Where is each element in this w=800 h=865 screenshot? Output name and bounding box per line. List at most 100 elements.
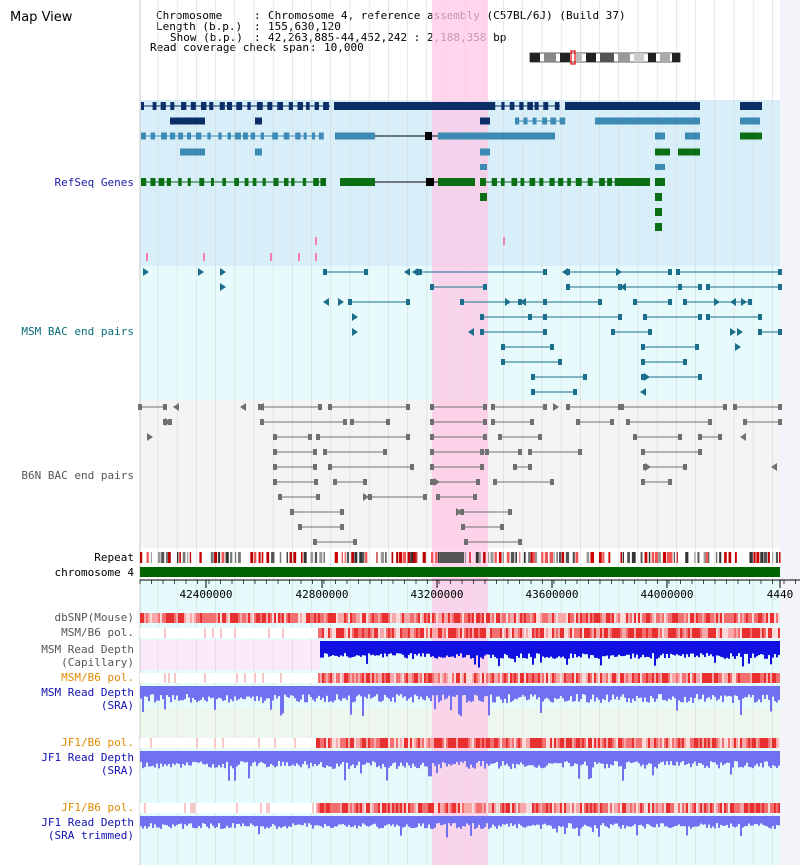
jf1-sra-trimmed-depth-bar [638, 816, 640, 826]
jf1-sra-depth-bar [510, 751, 512, 769]
label-msm-b6-pol-1[interactable]: MSM/B6 pol. [61, 626, 134, 639]
jf1-b6-pol-cell [540, 738, 542, 748]
jf1-sra-depth-bar [152, 751, 154, 766]
msm-sra-depth-bar [578, 686, 580, 702]
b6n-bac-track[interactable] [138, 403, 782, 545]
msm-sra-depth-bar [668, 686, 670, 699]
jf1-b6-pol-cell [436, 738, 438, 748]
jf1-sra-depth-bar [332, 751, 334, 769]
jf1-sra-trimmed-depth-bar [448, 816, 450, 824]
msm-capillary-depth-bar [652, 641, 654, 654]
jf1-sra-trimmed-depth-bar [482, 816, 484, 829]
label-jf1-depth-sra-1[interactable]: JF1 Read Depth [41, 751, 134, 764]
jf1-b6-pol-cell [216, 738, 218, 748]
jf1-b6-pol-2-cell [698, 803, 700, 813]
repeat-track[interactable] [140, 552, 781, 563]
msm-bac-track[interactable] [143, 268, 782, 396]
jf1-b6-pol-cell [428, 738, 430, 748]
msm-sra-depth-bar [360, 686, 362, 697]
dbsnp-cell [460, 613, 462, 623]
label-b6n-bac[interactable]: B6N BAC end pairs [21, 469, 134, 482]
gene-row1-exon [152, 102, 157, 110]
msm-sra-depth-bar [270, 686, 272, 710]
b6n-bac-pair-end [298, 524, 302, 530]
read-depth-tracks[interactable] [140, 641, 780, 838]
b6n-bac-pair-end [641, 479, 645, 485]
dbsnp-cell [712, 613, 714, 623]
jf1-sra-trimmed-depth-bar [384, 816, 386, 826]
jf1-sra-depth-bar [366, 751, 368, 763]
jf1-b6-pol-cell [670, 738, 672, 748]
jf1-sra-depth-bar [236, 751, 238, 767]
msm-b6-pol-2-cell [140, 673, 142, 683]
msm-b6-pol-cell [260, 628, 262, 638]
label-jf1-b6-pol-2[interactable]: JF1/B6 pol. [61, 801, 134, 814]
msm-b6-pol-cell [156, 628, 158, 638]
msm-sra-depth-bar [660, 686, 662, 695]
msm-sra-depth-bar [536, 686, 538, 700]
label-msm-bac[interactable]: MSM BAC end pairs [21, 325, 134, 338]
label-dbsnp[interactable]: dbSNP(Mouse) [54, 611, 134, 624]
msm-b6-pol-cell [704, 628, 706, 638]
chromosome-ideogram[interactable] [529, 50, 681, 65]
msm-b6-pol-2-cell [746, 673, 748, 683]
msm-sra-depth-bar [244, 686, 246, 700]
label-repeat[interactable]: Repeat [94, 551, 134, 564]
jf1-b6-pol-2-cell [370, 803, 372, 813]
jf1-sra-trimmed-depth-bar [676, 816, 678, 826]
jf1-sra-depth-bar [502, 751, 504, 762]
polymorphism-tracks[interactable] [140, 613, 780, 813]
dbsnp-cell [374, 613, 376, 623]
label-msm-b6-pol-2[interactable]: MSM/B6 pol. [61, 671, 134, 684]
jf1-b6-pol-cell [686, 738, 688, 748]
b6n-bac-pair-end [353, 539, 357, 545]
msm-capillary-depth-bar [348, 641, 350, 658]
msm-b6-pol-2-cell [266, 673, 268, 683]
msm-b6-pol-cell [450, 628, 452, 638]
jf1-b6-pol-2-cell [198, 803, 200, 813]
jf1-sra-depth-bar [466, 751, 468, 767]
msm-sra-depth-bar [490, 686, 492, 695]
msm-sra-depth-bar [598, 686, 600, 700]
jf1-b6-pol-cell [218, 738, 220, 748]
msm-b6-pol-2-cell [744, 673, 746, 683]
msm-bac-pair-end [543, 269, 547, 275]
msm-sra-depth-bar [388, 686, 390, 699]
msm-sra-depth-bar [170, 686, 172, 703]
msm-capillary-depth-bar [670, 641, 672, 654]
jf1-b6-pol-cell [774, 738, 776, 748]
jf1-sra-depth-bar [578, 751, 580, 779]
jf1-b6-pol-cell [582, 738, 584, 748]
jf1-b6-pol-2-cell [310, 803, 312, 813]
repeat-element [561, 552, 565, 563]
msm-bac-pair-end [698, 314, 702, 320]
dbsnp-cell [302, 613, 304, 623]
jf1-b6-pol-2-cell [566, 803, 568, 813]
dbsnp-cell [238, 613, 240, 623]
label-refseq-genes[interactable]: RefSeq Genes [54, 176, 134, 189]
label-jf1-depth-trim-1[interactable]: JF1 Read Depth [41, 816, 134, 829]
label-msm-depth-cap-1[interactable]: MSM Read Depth [41, 643, 134, 656]
refseq-genes-track[interactable] [141, 102, 762, 261]
msm-b6-pol-cell [164, 628, 166, 638]
gene-row6b-exon [558, 178, 564, 186]
highlight-region[interactable] [432, 0, 488, 865]
dbsnp-cell [216, 613, 218, 623]
msm-b6-pol-cell [758, 628, 760, 638]
repeat-element [323, 552, 325, 563]
jf1-sra-depth-bar [406, 751, 408, 763]
dbsnp-cell [692, 613, 694, 623]
b6n-bac-pair-end [491, 419, 495, 425]
msm-b6-pol-2-cell [652, 673, 654, 683]
msm-sra-depth-bar [518, 686, 520, 698]
label-jf1-b6-pol-1[interactable]: JF1/B6 pol. [61, 736, 134, 749]
dbsnp-cell [710, 613, 712, 623]
dbsnp-cell [382, 613, 384, 623]
jf1-sra-depth-bar [354, 751, 356, 769]
gene-row1-exon [267, 102, 273, 110]
msm-b6-pol-2-cell [218, 673, 220, 683]
label-msm-depth-sra-1[interactable]: MSM Read Depth [41, 686, 134, 699]
jf1-sra-depth-bar [378, 751, 380, 766]
repeat-element [179, 552, 181, 563]
